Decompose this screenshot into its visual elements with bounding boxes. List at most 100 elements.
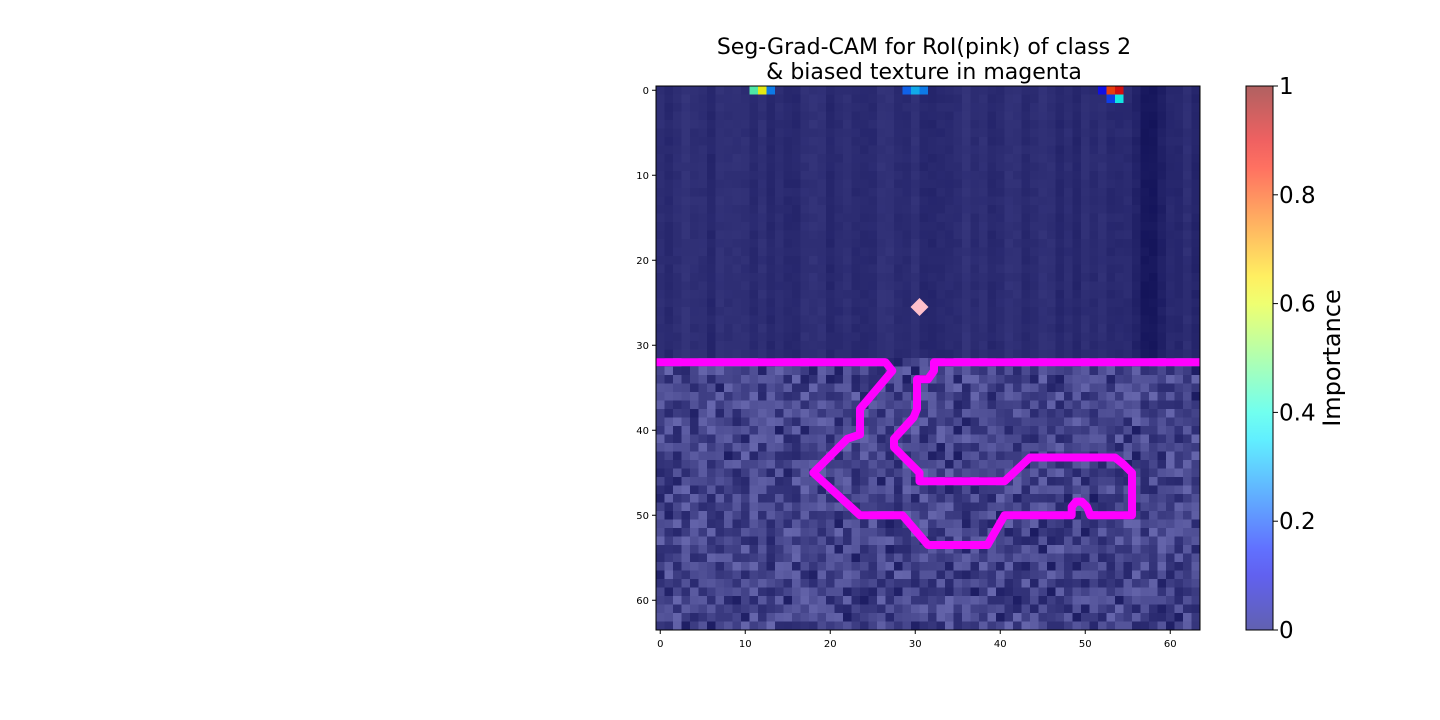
heatmap-cell — [1098, 621, 1107, 630]
heatmap-cell — [1021, 188, 1031, 197]
heatmap-cell — [996, 536, 1005, 546]
heatmap-cell — [664, 587, 674, 597]
heatmap-cell — [775, 222, 784, 231]
heatmap-cell — [783, 349, 793, 359]
heatmap-cell — [877, 528, 886, 537]
heatmap-cell — [902, 298, 912, 308]
heatmap-cell — [1004, 273, 1014, 282]
heatmap-cell — [732, 111, 742, 121]
heatmap-cell — [936, 570, 946, 580]
heatmap-cell — [945, 120, 954, 129]
heatmap-cell — [1183, 86, 1192, 95]
heatmap-cell — [928, 409, 937, 418]
heatmap-cell — [877, 171, 886, 180]
heatmap-cell — [749, 545, 759, 554]
heatmap-cell — [741, 562, 750, 571]
heatmap-cell — [1038, 307, 1048, 316]
heatmap-cell — [894, 579, 903, 588]
heatmap-cell — [698, 409, 708, 418]
colorbar-tick-label: 0.8 — [1279, 183, 1316, 209]
heatmap-cell — [732, 137, 742, 146]
heatmap-cell — [741, 137, 750, 146]
heatmap-cell — [1013, 434, 1022, 444]
heatmap-cell — [1115, 137, 1124, 146]
heatmap-cell — [817, 443, 827, 452]
heatmap-cell — [1123, 613, 1133, 622]
heatmap-cell — [919, 103, 929, 112]
chart-title-line-2: & biased texture in magenta — [766, 60, 1082, 85]
heatmap-cell — [681, 451, 691, 461]
heatmap-cell — [698, 307, 708, 316]
heatmap-cell — [1038, 281, 1048, 291]
heatmap-cell — [775, 596, 784, 605]
heatmap-cell — [1157, 111, 1167, 121]
heatmap-cell — [758, 315, 767, 325]
heatmap-cell — [843, 332, 852, 342]
heatmap-cell — [826, 375, 835, 384]
heatmap-cell — [953, 86, 963, 95]
heatmap-cell — [1098, 417, 1107, 427]
heatmap-cell — [809, 460, 818, 469]
heatmap-cell — [843, 477, 852, 486]
heatmap-cell — [1081, 281, 1090, 291]
heatmap-cell — [894, 154, 903, 163]
heatmap-cell — [987, 188, 997, 197]
heatmap-cell — [987, 307, 997, 316]
heatmap-cell — [834, 315, 844, 325]
heatmap-cell — [800, 111, 810, 121]
heatmap-cell — [1047, 188, 1056, 197]
heatmap-cell — [707, 120, 716, 129]
heatmap-cell — [698, 86, 708, 95]
heatmap-cell — [1174, 230, 1184, 240]
heatmap-cell — [928, 290, 937, 299]
heatmap-cell — [919, 222, 929, 231]
heatmap-cell — [945, 86, 954, 95]
heatmap-cell — [732, 613, 742, 622]
heatmap-cell — [664, 545, 674, 554]
heatmap-cell — [928, 205, 937, 214]
heatmap-cell — [1055, 120, 1065, 129]
heatmap-cell — [758, 256, 767, 265]
heatmap-cell — [783, 553, 793, 563]
heatmap-cell — [996, 103, 1005, 112]
heatmap-cell — [962, 417, 971, 427]
heatmap-cell — [851, 273, 861, 282]
heatmap-cell — [1004, 281, 1014, 291]
heatmap-cell — [664, 120, 674, 129]
heatmap-cell — [919, 511, 929, 520]
heatmap-cell — [1132, 621, 1141, 630]
heatmap-cell — [681, 434, 691, 444]
heatmap-cell — [843, 383, 852, 393]
heatmap-cell — [1098, 188, 1107, 197]
heatmap-cell — [1064, 154, 1073, 163]
heatmap-cell — [885, 94, 895, 104]
heatmap-cell — [851, 103, 861, 112]
heatmap-cell — [715, 222, 725, 231]
heatmap-cell — [962, 485, 971, 495]
heatmap-cell — [877, 86, 886, 95]
heatmap-cell — [749, 315, 759, 325]
heatmap-cell — [826, 536, 835, 546]
heatmap-cell — [792, 315, 801, 325]
heatmap-cell — [919, 358, 929, 367]
heatmap-cell — [1140, 443, 1150, 452]
heatmap-cell — [987, 545, 997, 554]
heatmap-cell — [1183, 341, 1192, 350]
heatmap-cell — [1098, 477, 1107, 486]
heatmap-cell — [1149, 375, 1158, 384]
heatmap-cell — [1055, 103, 1065, 112]
heatmap-cell — [868, 247, 878, 257]
heatmap-cell — [1038, 120, 1048, 129]
heatmap-cell — [766, 298, 776, 308]
heatmap-cell — [1183, 332, 1192, 342]
heatmap-cell — [851, 307, 861, 316]
heatmap-cell — [826, 273, 835, 282]
heatmap-cell — [681, 536, 691, 546]
heatmap-cell — [936, 596, 946, 605]
heatmap-cell — [792, 205, 801, 214]
heatmap-cell — [970, 375, 980, 384]
heatmap-cell — [911, 358, 920, 367]
heatmap-cell — [707, 426, 716, 435]
heatmap-cell — [1072, 511, 1082, 520]
heatmap-cell — [834, 222, 844, 231]
